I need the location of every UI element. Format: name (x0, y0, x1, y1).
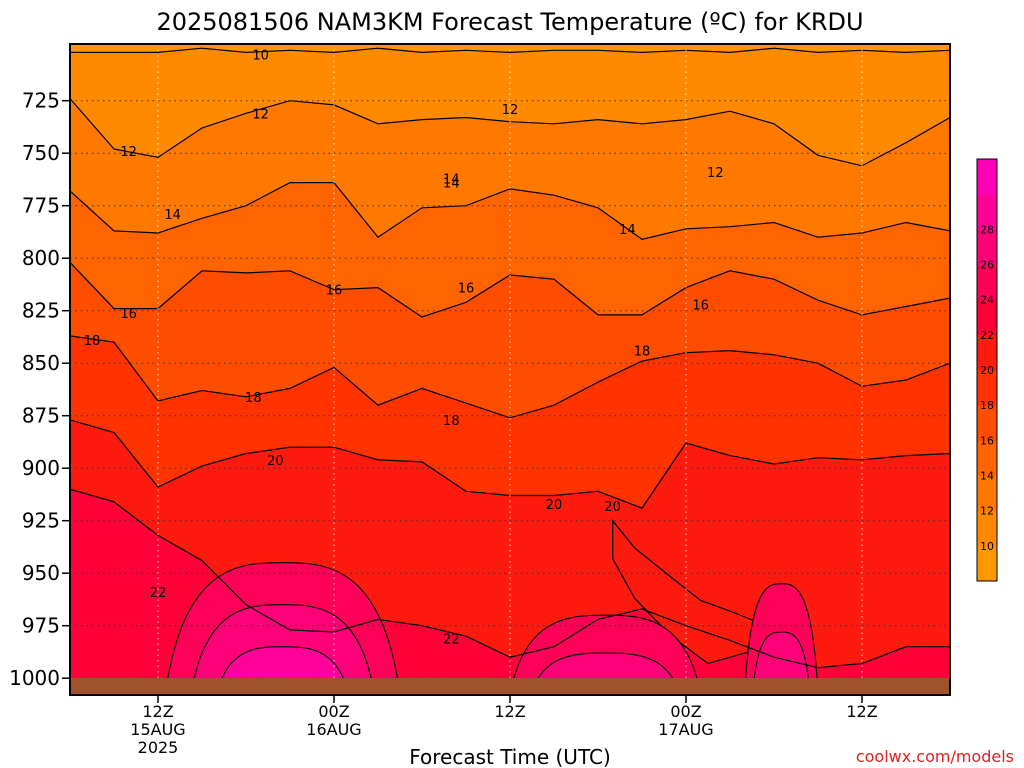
colorbar-label: 20 (980, 364, 994, 377)
colorbar-swatch-8 (977, 264, 997, 301)
y-tick-label: 775 (22, 194, 60, 218)
y-tick-label: 850 (22, 351, 60, 375)
colorbar-swatch-6 (977, 334, 997, 371)
isotherm-label: 14 (443, 172, 460, 187)
isotherm-label: 22 (443, 632, 460, 647)
colorbar-swatch-10 (977, 194, 997, 230)
isotherm-label: 18 (443, 414, 460, 429)
colorbar-frame (976, 158, 998, 582)
isotherm-label: 16 (326, 284, 343, 299)
colorbar-label: 16 (980, 434, 994, 447)
ground-band (70, 678, 950, 695)
colorbar: 10 12 14 16 18 20 22 24 26 28 (976, 158, 998, 582)
colorbar-label: 26 (980, 259, 994, 272)
x-tick-label: 17AUG (658, 720, 713, 739)
isotherm-label: 20 (604, 500, 621, 515)
chart-title: 2025081506 NAM3KM Forecast Temperature (… (156, 8, 863, 36)
isotherm-22 (70, 488, 950, 669)
y-tick-label: 825 (22, 299, 60, 323)
isotherm-14 (70, 182, 950, 240)
x-tick-label: 15AUG (130, 720, 185, 739)
isotherm-label: 20 (267, 454, 284, 469)
source-credit: coolwx.com/models (856, 747, 1014, 766)
isotherm-label: 16 (458, 282, 475, 297)
colorbar-swatch-11 (977, 159, 997, 195)
isotherm-label: 16 (120, 307, 137, 322)
colorbar-label: 10 (980, 540, 994, 553)
colorbar-swatch-2 (977, 475, 997, 512)
colorbar-label: 22 (980, 329, 994, 342)
isotherm-label: 12 (252, 107, 269, 122)
colorbar-swatch-3 (977, 440, 997, 476)
isotherm-label: 18 (634, 345, 651, 360)
isotherm-label: 12 (120, 145, 137, 160)
x-tick-label: 12Z (846, 702, 877, 721)
y-tick-label: 950 (22, 561, 60, 585)
x-tick-label: 00Z (670, 702, 701, 721)
y-tick-label: 975 (22, 614, 60, 638)
isotherm-label: 14 (443, 177, 460, 192)
colorbar-label: 18 (980, 399, 994, 412)
colorbar-swatch-5 (977, 370, 997, 406)
colorbar-label: 28 (980, 223, 994, 236)
isotherm-label: 12 (502, 103, 519, 118)
y-tick-label: 900 (22, 456, 60, 480)
y-tick-label: 750 (22, 141, 60, 165)
isotherm-label: 20 (546, 498, 563, 513)
colorbar-swatch-1 (977, 510, 997, 547)
x-tick-label: 16AUG (306, 720, 361, 739)
isotherm-label: 14 (164, 208, 181, 223)
isotherm-18 (70, 335, 950, 419)
x-axis-label: Forecast Time (UTC) (409, 745, 611, 768)
x-tick-label: 12Z (494, 702, 525, 721)
y-tick-label: 875 (22, 404, 60, 428)
y-tick-label: 725 (22, 89, 60, 113)
isotherm-label: 22 (150, 586, 167, 601)
isotherm-label: 18 (245, 391, 262, 406)
isotherm-label: 12 (707, 166, 724, 181)
colorbar-label: 24 (980, 294, 994, 307)
colorbar-swatch-7 (977, 299, 997, 336)
isotherm-10 (70, 47, 950, 54)
y-tick-label: 925 (22, 509, 60, 533)
y-tick-label: 800 (22, 246, 60, 270)
isotherm-label: 10 (252, 49, 269, 64)
x-tick-label: 00Z (318, 702, 349, 721)
colorbar-swatch-9 (977, 229, 997, 265)
x-tick-label: 12Z (142, 702, 173, 721)
colorbar-label: 12 (980, 505, 994, 518)
x-tick-label: 2025 (138, 738, 179, 757)
isotherm-label: 14 (619, 223, 636, 238)
colorbar-swatch-0 (977, 545, 997, 582)
isotherm-label: 16 (692, 298, 709, 313)
isotherm-label: 18 (84, 334, 101, 349)
colorbar-label: 14 (980, 470, 994, 483)
colorbar-swatch-4 (977, 405, 997, 441)
y-axis: 725 750 775 800 825 850 875 900 925 950 975 1000 (9, 89, 70, 690)
temperature-fill-layers (70, 48, 950, 695)
y-tick-label: 1000 (9, 666, 60, 690)
